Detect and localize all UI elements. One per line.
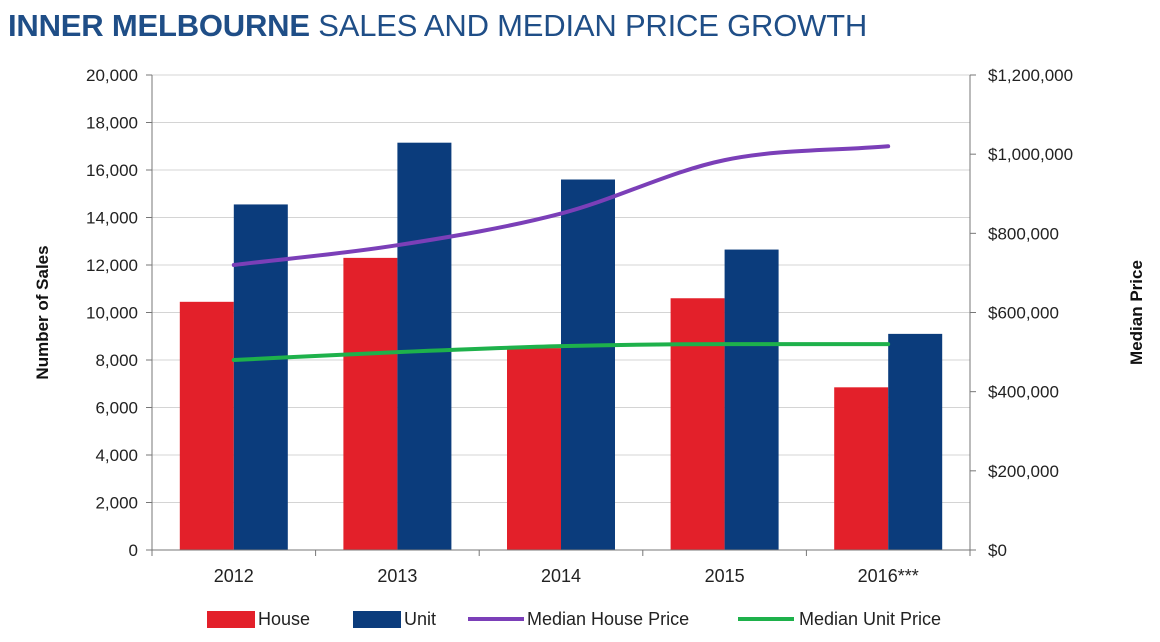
x-tick-label: 2012 — [214, 566, 254, 586]
bar-house — [834, 387, 889, 550]
legend-swatch-house — [207, 611, 255, 628]
axes: 0 2,000 4,000 6,000 8,000 10,000 12,000 14,000 1… — [33, 66, 1146, 586]
y-left-tick-label: 12,000 — [86, 256, 138, 275]
legend: House Unit Median House Price Median Unit P… — [207, 609, 941, 629]
x-tick-label: 2015 — [705, 566, 745, 586]
bar-unit — [233, 204, 288, 550]
legend-label-median-house-price: Median House Price — [527, 609, 689, 629]
bar-unit — [724, 249, 779, 550]
y-right-tick-label: $600,000 — [988, 304, 1059, 323]
y-right-tick-label: $1,200,000 — [988, 66, 1073, 85]
y-left-tick-label: 14,000 — [86, 209, 138, 228]
y-left-tick-label: 0 — [129, 541, 138, 560]
y-right-tick-label: $400,000 — [988, 383, 1059, 402]
legend-label-house: House — [258, 609, 310, 629]
y-right-tick-label: $800,000 — [988, 224, 1059, 243]
chart-title: INNER MELBOURNE SALES AND MEDIAN PRICE G… — [8, 8, 867, 44]
y-left-tick-label: 6,000 — [95, 399, 138, 418]
bar-unit — [888, 333, 943, 550]
bar-house — [343, 257, 398, 550]
y-left-tick-label: 2,000 — [95, 494, 138, 513]
legend-label-median-unit-price: Median Unit Price — [799, 609, 941, 629]
y-left-tick-label: 8,000 — [95, 351, 138, 370]
bar-house — [507, 348, 561, 550]
y-left-tick-label: 16,000 — [86, 161, 138, 180]
bar-unit — [561, 179, 615, 550]
bars — [179, 142, 943, 550]
line-median-house-price — [231, 144, 891, 267]
legend-swatch-unit — [353, 611, 401, 628]
price-lines — [231, 144, 891, 362]
bar-unit — [397, 142, 452, 550]
line-median-unit-price — [231, 342, 891, 362]
y-left-tick-label: 10,000 — [86, 304, 138, 323]
y-right-tick-label: $0 — [988, 541, 1007, 560]
y-right-axis-title: Median Price — [1127, 260, 1146, 365]
legend-label-unit: Unit — [404, 609, 436, 629]
y-right-tick-label: $200,000 — [988, 462, 1059, 481]
bar-house — [670, 298, 725, 550]
x-tick-label: 2013 — [377, 566, 417, 586]
bar-house — [179, 301, 234, 550]
y-left-axis-title: Number of Sales — [33, 245, 52, 379]
y-right-tick-label: $1,000,000 — [988, 145, 1073, 164]
y-left-tick-label: 18,000 — [86, 114, 138, 133]
chart-title-bold: INNER MELBOURNE — [8, 8, 310, 43]
chart-title-rest: SALES AND MEDIAN PRICE GROWTH — [318, 8, 868, 43]
y-left-tick-label: 20,000 — [86, 66, 138, 85]
x-tick-label: 2016*** — [858, 566, 919, 586]
y-left-tick-label: 4,000 — [95, 446, 138, 465]
x-tick-label: 2014 — [541, 566, 581, 586]
